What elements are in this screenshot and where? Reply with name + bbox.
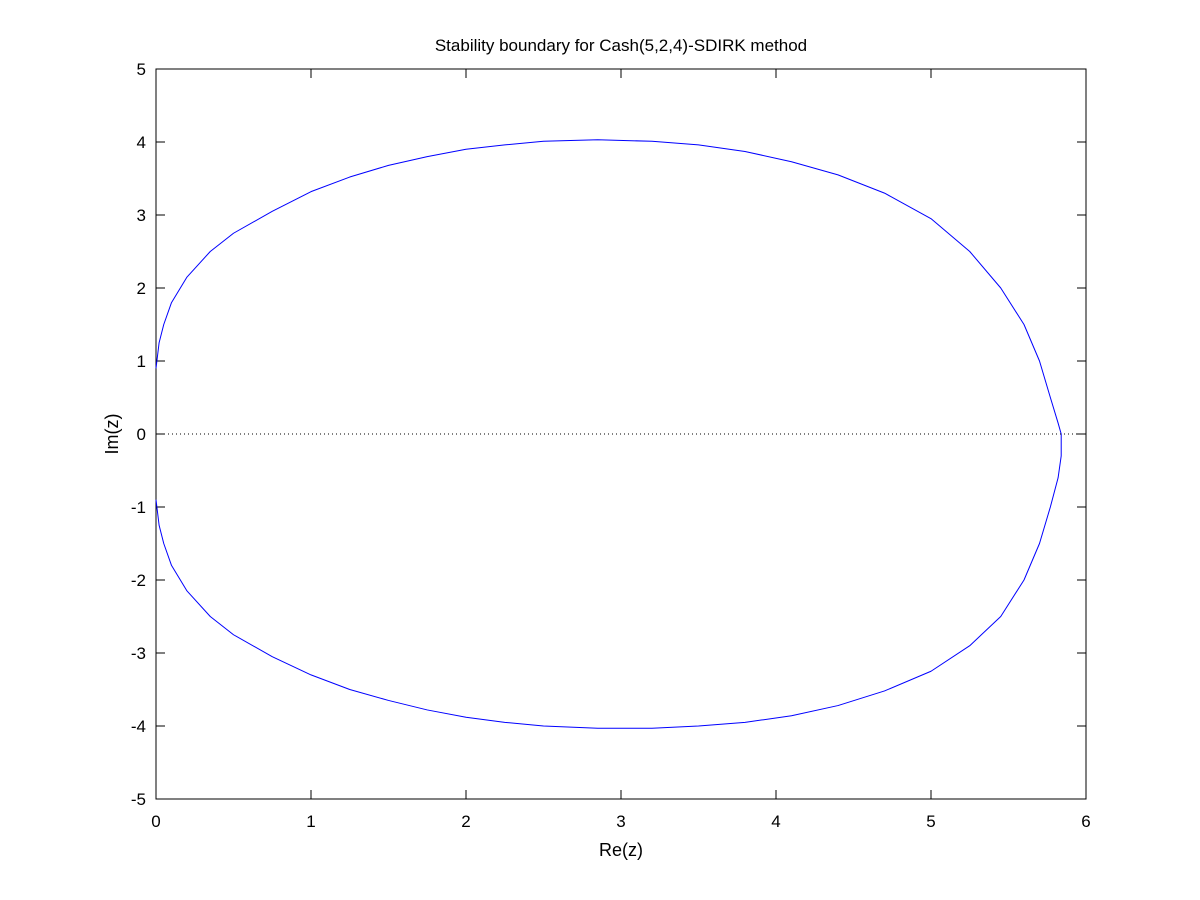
x-tick-label: 4: [771, 812, 780, 831]
tick-marks: [155, 68, 1087, 800]
y-tick-label: 1: [137, 352, 146, 371]
y-tick-label: 0: [137, 425, 146, 444]
y-tick-label: -5: [131, 790, 146, 809]
x-tick-label: 6: [1081, 812, 1090, 831]
y-tick-label: -1: [131, 498, 146, 517]
stability-boundary-curve: [155, 139, 1062, 729]
x-tick-label: 5: [926, 812, 935, 831]
x-tick-label: 0: [151, 812, 160, 831]
x-tick-label: 1: [306, 812, 315, 831]
x-tick-label: 3: [616, 812, 625, 831]
y-tick-label: 3: [137, 206, 146, 225]
chart-title: Stability boundary for Cash(5,2,4)-SDIRK…: [435, 36, 807, 55]
x-tick-label: 2: [461, 812, 470, 831]
data-series: [155, 139, 1086, 729]
x-axis-label: Re(z): [599, 840, 643, 860]
y-tick-label: -2: [131, 571, 146, 590]
y-tick-label: 4: [137, 133, 146, 152]
y-tick-label: 5: [137, 60, 146, 79]
y-tick-label: 2: [137, 279, 146, 298]
y-tick-label: -3: [131, 644, 146, 663]
y-axis-label: Im(z): [102, 414, 122, 455]
y-tick-label: -4: [131, 717, 146, 736]
tick-labels: 0 1 2 3 4 5 6 5 4 3 2 1 0 -1 -2 -3 -4 -5: [131, 60, 1091, 831]
